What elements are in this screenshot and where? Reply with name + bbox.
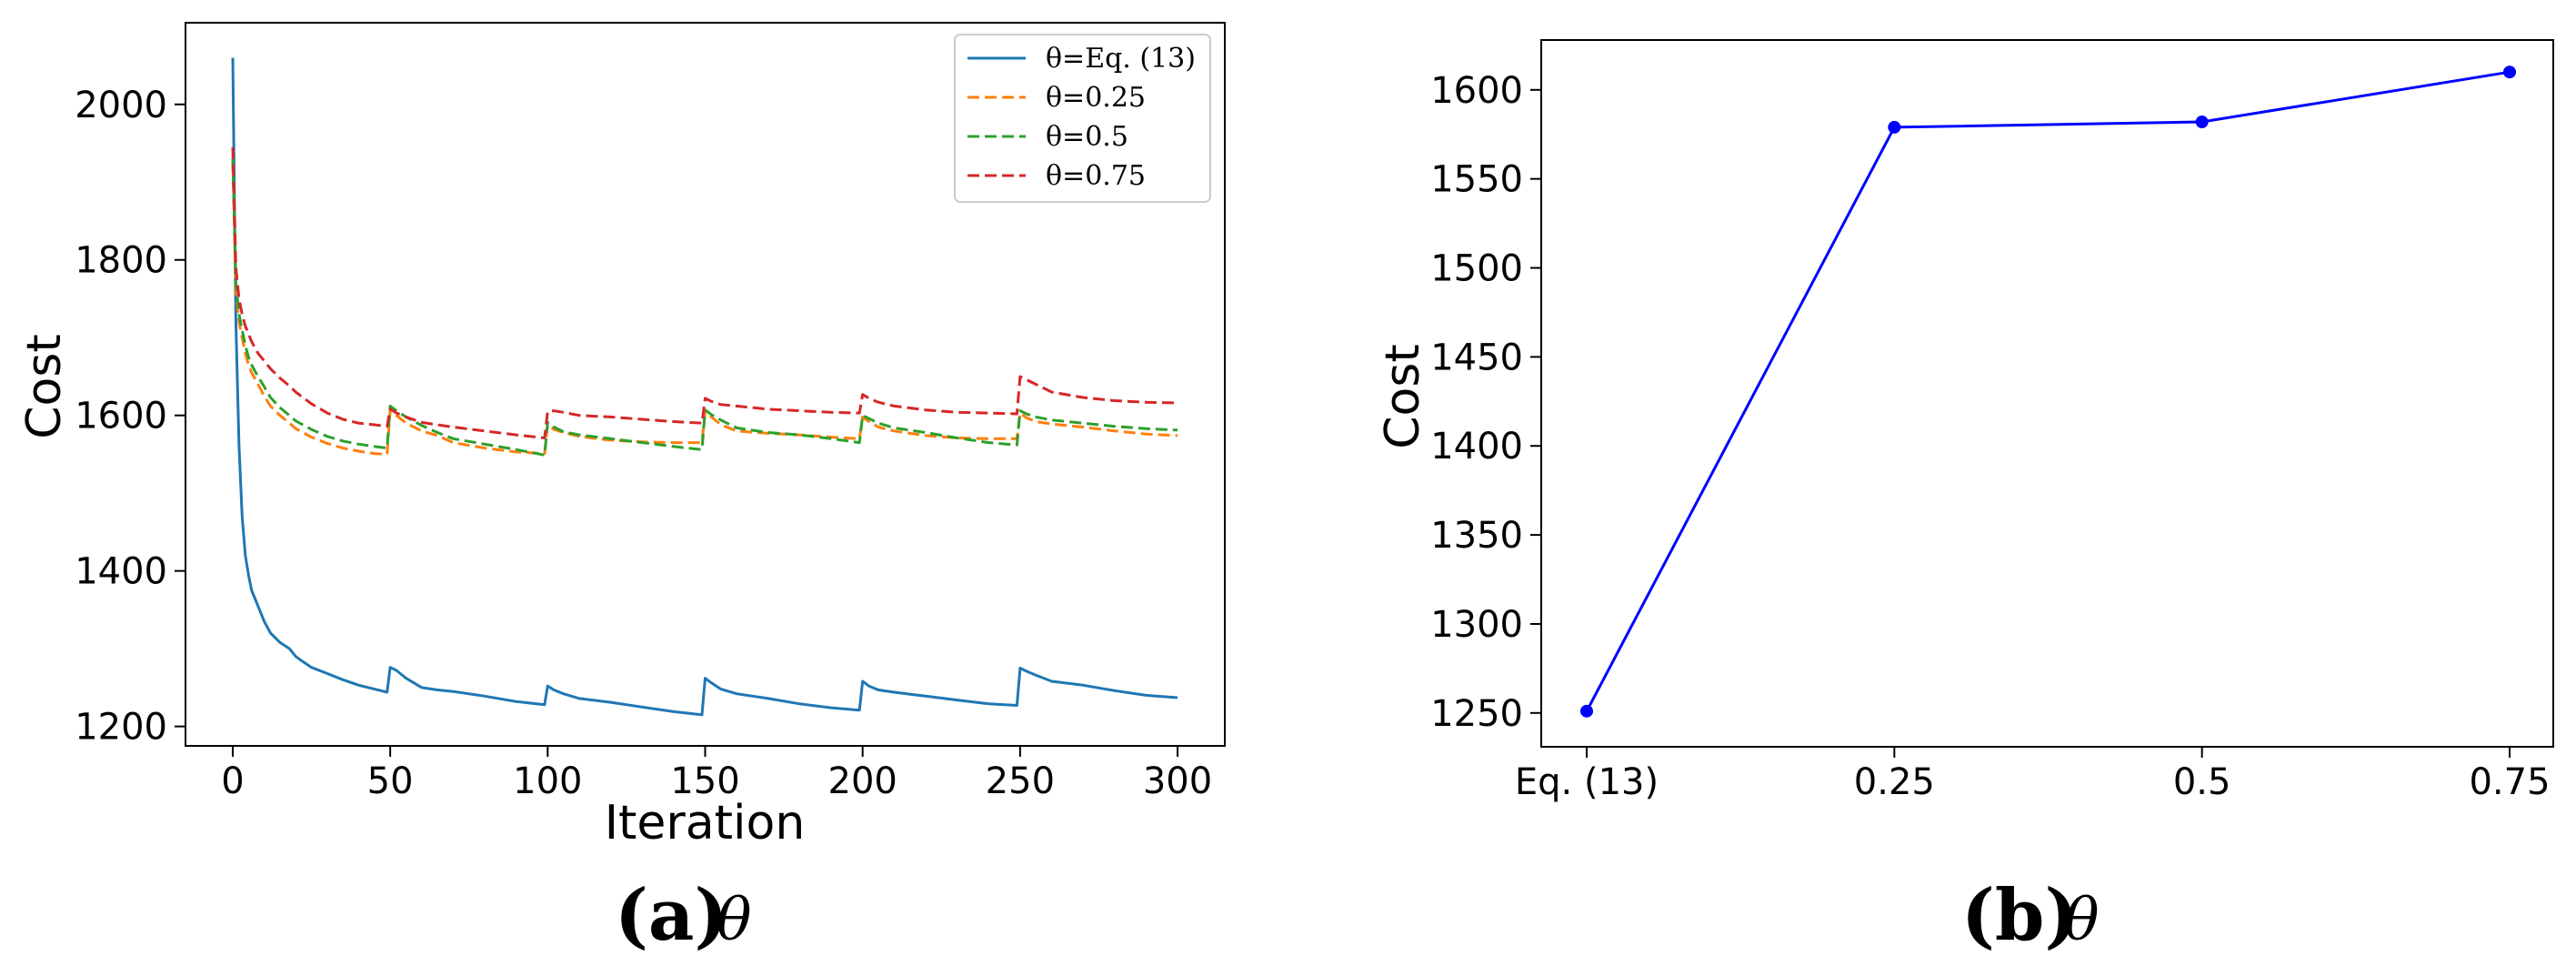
y-tick-label: 1450: [1430, 337, 1523, 378]
panel-a-caption: (a) θ: [615, 874, 752, 957]
y-tick-label: 1400: [75, 551, 167, 593]
panel-a-legend-entries: θ=Eq. (13) θ=0.25 θ=0.5 θ=0.75: [967, 43, 1196, 192]
data-point-1: [1888, 120, 1901, 134]
y-tick-label: 1600: [75, 396, 167, 438]
y-tick-label: 2000: [75, 85, 167, 126]
x-tick-label-0-25: 0.25: [1854, 761, 1935, 803]
panel-a-x-axis-label: Iteration: [605, 796, 806, 850]
data-point-3: [2503, 65, 2516, 79]
y-tick-label: 1300: [1430, 604, 1523, 646]
panel-a: 0 50 100 150 200 250 300 12001400160018002000 …: [17, 22, 1226, 957]
x-tick-label: 300: [1143, 760, 1212, 802]
x-tick-label-0-75: 0.75: [2469, 761, 2550, 803]
panel-b-caption-symbol: θ: [2064, 887, 2100, 954]
panel-a-legend: θ=Eq. (13) θ=0.25 θ=0.5 θ=0.75: [954, 34, 1211, 203]
legend-label-0: θ=Eq. (13): [1046, 43, 1196, 75]
x-tick-label: 0: [221, 760, 244, 802]
legend-label-3: θ=0.75: [1046, 160, 1146, 192]
series-line-1: [231, 162, 1178, 456]
data-point-2: [2195, 116, 2209, 129]
y-tick-label: 1350: [1430, 515, 1523, 557]
panel-b: Eq. (13) 0.25 0.5 0.75 1250 1300 1350 1400 1450…: [1376, 39, 2554, 957]
x-tick-label-eq-13: Eq. (13): [1515, 761, 1659, 803]
panel-a-y-axis-label: Cost: [17, 334, 72, 439]
panel-b-caption-label: (b): [1961, 874, 2078, 957]
panel-b-y-axis-label: Cost: [1376, 344, 1430, 449]
x-tick-label-0-5: 0.5: [2173, 761, 2231, 803]
panel-b-plot-line: [1580, 65, 2516, 718]
x-tick-label: 150: [670, 760, 739, 802]
y-tick-label: 1600: [1430, 70, 1523, 112]
panel-a-legend-box: [954, 34, 1211, 203]
series-line-0: [231, 57, 1178, 717]
series-line-2: [231, 158, 1178, 457]
data-point-0: [1580, 704, 1593, 718]
series-line-3: [231, 146, 1178, 439]
series-line: [1585, 70, 2511, 712]
legend-label-1: θ=0.25: [1046, 82, 1146, 114]
y-tick-label: 1250: [1430, 693, 1523, 735]
x-tick-label: 200: [828, 760, 897, 802]
y-tick-label: 1500: [1430, 248, 1523, 290]
x-tick-label: 250: [986, 760, 1055, 802]
legend-label-2: θ=0.5: [1046, 121, 1128, 153]
panel-a-x-ticks: 0 50 100 150 200 250 300: [221, 746, 1212, 802]
panel-a-caption-label: (a): [615, 874, 727, 957]
panel-b-y-ticks: 1250 1300 1350 1400 1450 1500 1550 1600: [1430, 70, 1541, 735]
panel-b-axes-frame: [1540, 39, 2554, 748]
panel-a-caption-symbol: θ: [717, 887, 752, 954]
y-tick-label: 1800: [75, 240, 167, 282]
panel-b-x-ticks: Eq. (13) 0.25 0.5 0.75: [1515, 747, 2551, 803]
panel-a-plot-lines: [231, 57, 1178, 717]
panel-b-caption: (b) θ: [1961, 874, 2100, 957]
y-tick-label: 1200: [75, 707, 167, 749]
panel-a-y-ticks: 1200 1400 1600 1800 2000: [75, 85, 185, 749]
x-tick-label: 50: [367, 760, 414, 802]
y-tick-label: 1400: [1430, 426, 1523, 468]
x-tick-label: 100: [513, 760, 582, 802]
y-tick-label: 1550: [1430, 159, 1523, 201]
